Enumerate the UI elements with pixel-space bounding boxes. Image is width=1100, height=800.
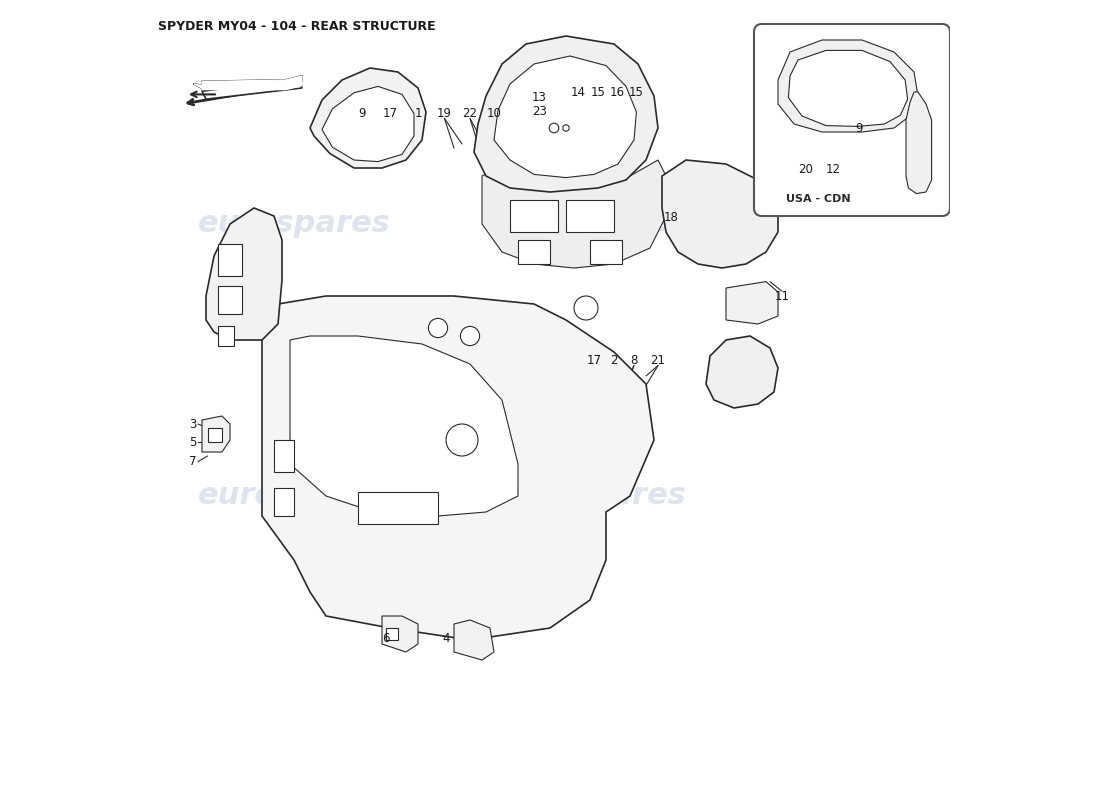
Text: 10: 10	[486, 107, 502, 120]
Polygon shape	[206, 208, 282, 340]
Bar	[208, 428, 222, 442]
Text: eurospares: eurospares	[494, 210, 686, 238]
Polygon shape	[494, 56, 637, 178]
Bar	[274, 488, 294, 516]
Circle shape	[574, 296, 598, 320]
Text: 14: 14	[571, 86, 585, 98]
Polygon shape	[482, 160, 666, 268]
Text: 15: 15	[629, 86, 644, 98]
Polygon shape	[194, 76, 302, 90]
Circle shape	[461, 326, 480, 346]
Polygon shape	[706, 336, 778, 408]
Text: 13: 13	[532, 91, 547, 104]
Bar	[386, 628, 398, 640]
Circle shape	[563, 125, 569, 131]
Polygon shape	[310, 68, 426, 168]
Text: 15: 15	[591, 86, 605, 98]
Polygon shape	[454, 620, 494, 660]
Text: 11: 11	[774, 290, 790, 302]
Polygon shape	[726, 282, 778, 324]
Polygon shape	[778, 40, 918, 132]
Polygon shape	[262, 296, 654, 640]
Polygon shape	[358, 492, 438, 524]
Text: USA - CDN: USA - CDN	[785, 194, 850, 204]
Bar	[274, 440, 294, 472]
Text: 7: 7	[189, 455, 196, 468]
Circle shape	[428, 318, 448, 338]
Bar	[510, 200, 558, 232]
Polygon shape	[202, 416, 230, 452]
Text: 3: 3	[189, 418, 196, 430]
FancyBboxPatch shape	[754, 24, 950, 216]
Text: 16: 16	[609, 86, 625, 98]
Polygon shape	[202, 80, 302, 99]
Text: 20: 20	[799, 163, 813, 176]
Bar	[218, 244, 242, 276]
Bar	[518, 240, 550, 264]
Polygon shape	[474, 36, 658, 192]
Bar	[218, 326, 234, 346]
Text: 5: 5	[189, 436, 196, 449]
Text: 22: 22	[462, 107, 477, 120]
Polygon shape	[906, 92, 932, 194]
Text: 8: 8	[630, 354, 638, 367]
Text: 9: 9	[359, 107, 365, 120]
Text: 19: 19	[437, 107, 452, 120]
Text: 2: 2	[610, 354, 618, 367]
Polygon shape	[322, 86, 414, 162]
Text: eurospares: eurospares	[494, 482, 686, 510]
Text: 6: 6	[383, 632, 389, 645]
Text: 12: 12	[826, 163, 840, 176]
Text: SPYDER MY04 - 104 - REAR STRUCTURE: SPYDER MY04 - 104 - REAR STRUCTURE	[158, 20, 436, 33]
Text: 9: 9	[855, 122, 862, 134]
Text: 18: 18	[664, 211, 679, 224]
Text: eurospares: eurospares	[198, 482, 390, 510]
Text: 4: 4	[442, 632, 450, 645]
Text: 1: 1	[415, 107, 421, 120]
Text: eurospares: eurospares	[198, 210, 390, 238]
Bar	[566, 200, 614, 232]
Circle shape	[549, 123, 559, 133]
Bar	[590, 240, 621, 264]
Text: 23: 23	[532, 105, 547, 118]
Polygon shape	[382, 616, 418, 652]
Text: 17: 17	[586, 354, 602, 367]
Text: 21: 21	[650, 354, 666, 367]
Circle shape	[446, 424, 478, 456]
Text: 17: 17	[383, 107, 397, 120]
Polygon shape	[789, 50, 907, 126]
Polygon shape	[290, 336, 518, 516]
Polygon shape	[662, 160, 778, 268]
Bar	[218, 286, 242, 314]
